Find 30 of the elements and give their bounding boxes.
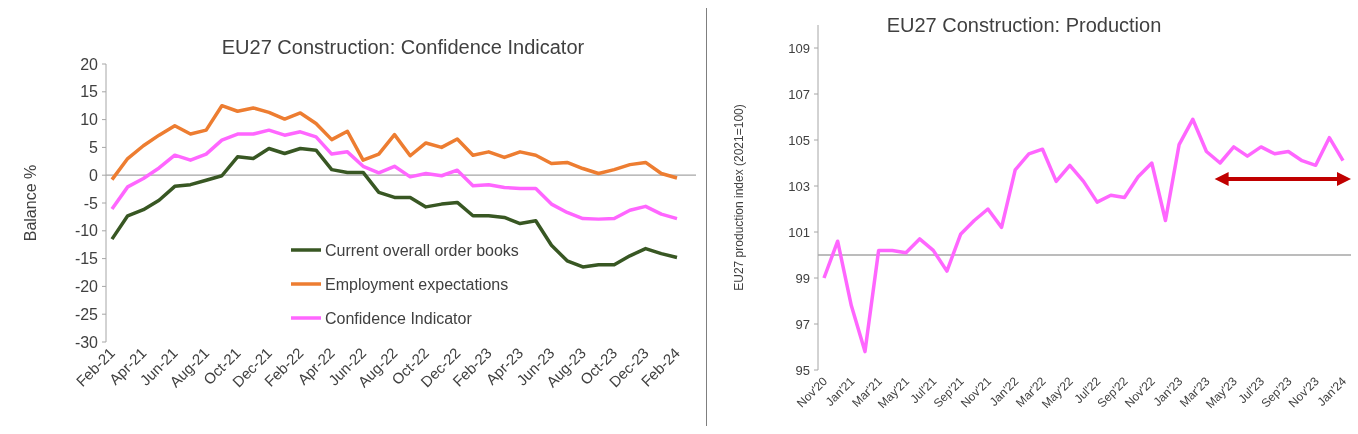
y-tick-label: -10 (74, 222, 99, 240)
y-tick-label: 20 (80, 55, 99, 73)
legend-label: Confidence Indicator (325, 309, 473, 327)
chart-title: EU27 Construction: Production (886, 14, 1162, 36)
chart-title: EU27 Construction: Confidence Indicator (221, 36, 585, 58)
y-tick-label: 109 (788, 40, 810, 56)
y-tick-label: 97 (795, 316, 810, 332)
y-tick-label: 103 (788, 178, 810, 194)
y-tick-label: -30 (74, 333, 99, 351)
y-tick-label: -25 (74, 305, 99, 323)
y-tick-label: 101 (788, 224, 810, 240)
y-tick-label: 105 (788, 132, 810, 148)
y-axis-title: Balance % (22, 164, 39, 242)
y-tick-label: 95 (795, 362, 810, 378)
y-tick-label: 15 (80, 83, 99, 101)
y-tick-label: 107 (788, 86, 810, 102)
line-series (110, 146, 679, 269)
y-axis-title: EU27 production index (2021=100) (732, 104, 746, 291)
y-tick-label: 99 (795, 270, 810, 286)
line-series (110, 128, 679, 221)
y-tick-label: 10 (80, 111, 99, 129)
legend-label: Employment expectations (325, 275, 509, 293)
line-series (110, 103, 679, 182)
y-tick-label: 5 (89, 139, 99, 156)
y-tick-label: -20 (74, 278, 99, 295)
line-series (822, 117, 1345, 354)
y-tick-label: 0 (89, 166, 99, 184)
y-tick-label: -15 (74, 250, 99, 268)
y-tick-label: -5 (83, 194, 99, 212)
legend-label: Current overall order books (325, 241, 519, 259)
